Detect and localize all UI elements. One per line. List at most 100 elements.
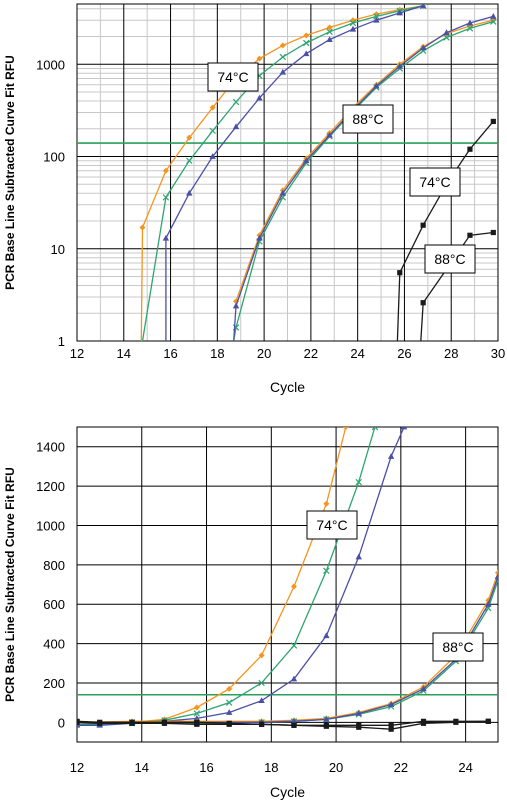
annotation-box [409, 167, 461, 197]
data-point [97, 720, 103, 726]
data-point [279, 189, 287, 196]
x-tick-label: 18 [210, 346, 224, 361]
data-point [467, 146, 473, 152]
data-point [186, 134, 193, 141]
annotation-box [306, 510, 358, 540]
annotation-label: 88°C [352, 111, 383, 127]
x-tick-label: 24 [350, 346, 364, 361]
data-point [302, 39, 310, 47]
data-point [371, 427, 379, 431]
y-tick-label: 10 [51, 242, 65, 257]
data-point [209, 104, 216, 111]
y-tick-label: 100 [43, 150, 65, 165]
data-point [193, 704, 200, 711]
x-tick-label: 30 [491, 346, 505, 361]
y-tick-label: 1000 [36, 57, 65, 72]
data-point [356, 724, 362, 730]
top-chart: 12 14 16 18 20 22 24 26 28 30 1 10 100 1000 Cycle PCR B… [3, 3, 505, 395]
data-point [323, 632, 330, 639]
data-point [373, 16, 380, 23]
data-point [186, 189, 193, 196]
data-point [387, 453, 395, 459]
data-point [303, 157, 310, 164]
data-point [226, 709, 233, 715]
data-point [323, 500, 330, 507]
data-point [162, 167, 169, 174]
series-line-0 [140, 5, 424, 341]
x-tick-label: 24 [458, 760, 472, 775]
data-point [209, 127, 216, 135]
data-point [226, 685, 233, 692]
x-tick-label: 28 [444, 346, 458, 361]
data-point [326, 131, 333, 138]
data-point [232, 98, 240, 106]
annotation-box [432, 632, 484, 662]
x-tick-label: 20 [329, 760, 343, 775]
annotation-label: 74°C [316, 517, 347, 533]
data-point [467, 232, 473, 238]
data-point [256, 234, 263, 241]
data-point [291, 722, 297, 728]
data-point [232, 302, 240, 309]
y-tick-label: 800 [43, 558, 65, 573]
x-tick-label: 12 [70, 346, 84, 361]
y-tick-label: 1 [58, 334, 65, 349]
data-point [186, 157, 193, 164]
data-point [162, 194, 170, 201]
data-point [290, 642, 298, 649]
data-point [397, 270, 403, 276]
series-line-7 [77, 720, 489, 730]
data-point [419, 44, 427, 51]
data-point [420, 720, 427, 726]
data-point [256, 55, 263, 62]
plot-frame [76, 426, 499, 743]
data-point [258, 679, 265, 687]
data-point [290, 675, 298, 682]
data-point [485, 718, 491, 724]
x-tick-label: 12 [70, 760, 84, 775]
data-point [373, 82, 380, 89]
x-tick-label: 14 [117, 346, 131, 361]
x-tick-label: 16 [163, 346, 177, 361]
series-line-0 [77, 427, 347, 725]
data-point [387, 701, 395, 707]
data-point [279, 68, 287, 75]
series-line-3 [235, 19, 494, 302]
x-tick-label: 18 [264, 760, 278, 775]
y-tick-label: 200 [43, 676, 65, 691]
data-point [161, 720, 168, 726]
data-point [419, 4, 427, 9]
data-point [373, 11, 380, 18]
data-point [279, 53, 287, 61]
annotation-box [424, 244, 476, 274]
data-point [420, 685, 427, 692]
series-line-6 [396, 120, 494, 341]
data-point [443, 34, 450, 41]
data-point [490, 118, 496, 125]
data-point [373, 13, 380, 20]
data-point [490, 18, 497, 25]
data-point [443, 29, 450, 36]
data-point [355, 710, 362, 716]
y-tick-label: 0 [58, 715, 65, 730]
y-tick-label: 1200 [36, 479, 65, 494]
data-point [355, 553, 362, 560]
data-point [396, 62, 403, 69]
data-point [193, 714, 201, 721]
y-axis-title: PCR Base Line Subtracted Curve Fit RFU [3, 467, 17, 702]
data-point [225, 699, 233, 706]
data-point [490, 13, 497, 19]
x-tick-label: 16 [199, 760, 213, 775]
data-point [326, 24, 333, 31]
y-tick-label: 400 [43, 637, 65, 652]
annotation-label: 88°C [442, 639, 473, 655]
annotation-box [342, 104, 394, 134]
y-tick-label: 1400 [36, 440, 65, 455]
data-point [420, 300, 426, 306]
data-point [396, 9, 403, 16]
data-point [355, 478, 362, 486]
data-point [420, 222, 426, 228]
data-point [279, 42, 286, 49]
series-line-2 [77, 427, 405, 726]
annotation-label: 74°C [419, 174, 450, 190]
